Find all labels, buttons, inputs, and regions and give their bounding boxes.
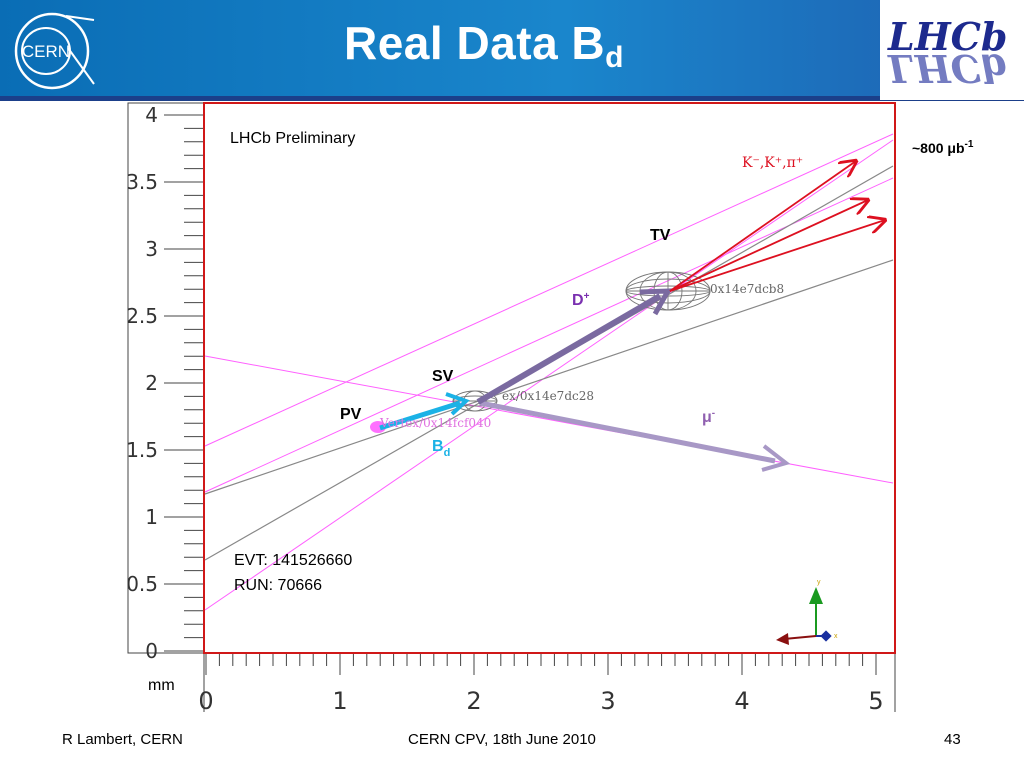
luminosity-sup: -1 bbox=[965, 139, 974, 150]
luminosity-label: ~800 μb-1 bbox=[912, 139, 974, 156]
run-label: RUN: 70666 bbox=[234, 577, 322, 594]
x-axis-labels: 0 1 2 3 4 5 bbox=[198, 687, 883, 715]
bd-arrow-head bbox=[445, 392, 470, 416]
dplus-text: D bbox=[572, 292, 584, 309]
magenta-tracks bbox=[204, 133, 894, 611]
mini-axis-y-label: y bbox=[817, 579, 821, 586]
magenta-track-3 bbox=[204, 355, 894, 484]
cern-logo: CERN bbox=[14, 12, 95, 90]
x-tick-label: 3 bbox=[600, 687, 615, 715]
luminosity-text: ~800 μb bbox=[912, 140, 965, 156]
header-underline bbox=[0, 96, 1024, 101]
grey-track-1 bbox=[204, 259, 894, 495]
mu-arrow bbox=[479, 400, 776, 464]
header-banner bbox=[0, 0, 1024, 100]
pv-label: PV bbox=[340, 406, 362, 423]
unit-label: mm bbox=[148, 677, 175, 694]
lhcb-logo-box bbox=[880, 0, 1024, 100]
tracks-label: K⁻,K⁺,π⁺ bbox=[742, 155, 803, 171]
cern-logo-text: CERN bbox=[22, 42, 70, 61]
x-tick-label: 1 bbox=[332, 687, 347, 715]
dplus-sup: + bbox=[584, 291, 590, 302]
y-tick-label: 0.5 bbox=[126, 572, 158, 596]
bd-label: Bd bbox=[432, 438, 450, 459]
preliminary-label: LHCb Preliminary bbox=[230, 130, 355, 147]
tv-label: TV bbox=[650, 227, 671, 244]
pv-vertex-blob bbox=[370, 421, 386, 433]
red-track-1 bbox=[669, 161, 856, 292]
mu-text: μ bbox=[702, 409, 712, 426]
sv-vertex-id: ex/0x14e7dc28 bbox=[502, 389, 594, 403]
sv-label: SV bbox=[432, 368, 454, 385]
plot-frame bbox=[203, 102, 896, 654]
y-tick-label: 0 bbox=[145, 639, 158, 663]
bd-arrow bbox=[379, 400, 461, 431]
x-tick-label: 4 bbox=[734, 687, 749, 715]
pv-vertex-id: Vertex/0x14fcf040 bbox=[379, 416, 491, 430]
bd-text: B bbox=[432, 438, 444, 455]
footer-author: R Lambert, CERN bbox=[62, 731, 183, 748]
slide-title: Real Data Bd bbox=[344, 16, 624, 75]
lhcb-logo: LHCb bbox=[888, 14, 1008, 59]
y-tick-label: 1 bbox=[145, 505, 158, 529]
mini-axis-x-label: x bbox=[834, 633, 838, 640]
dplus-arrow-head bbox=[639, 288, 673, 316]
y-axis-ticks bbox=[164, 114, 204, 652]
dplus-arrow bbox=[476, 293, 662, 405]
evt-label: EVT: 141526660 bbox=[234, 552, 352, 569]
bd-sub: d bbox=[444, 447, 451, 459]
mu-label: μ- bbox=[702, 408, 715, 426]
y-tick-label: 1.5 bbox=[126, 438, 158, 462]
magenta-track-4 bbox=[204, 177, 894, 493]
x-axis-ticks bbox=[205, 653, 877, 675]
orientation-axes: y x bbox=[776, 579, 838, 645]
x-tick-label: 0 bbox=[198, 687, 213, 715]
x-tick-label: 2 bbox=[466, 687, 481, 715]
title-text: Real Data B bbox=[344, 17, 606, 69]
footer-page-number: 43 bbox=[944, 731, 961, 748]
y-tick-label: 3.5 bbox=[126, 170, 158, 194]
footer-event: CERN CPV, 18th June 2010 bbox=[408, 731, 596, 748]
magenta-track-2 bbox=[204, 139, 894, 611]
y-tick-label: 3 bbox=[145, 237, 158, 261]
title-subscript: d bbox=[605, 41, 624, 74]
mu-sup: - bbox=[712, 408, 715, 419]
dplus-label: D+ bbox=[572, 291, 590, 309]
magenta-track-1 bbox=[204, 133, 894, 447]
y-axis-frame bbox=[127, 102, 205, 654]
y-tick-label: 2.5 bbox=[126, 304, 158, 328]
tv-vertex-id: 0x14e7dcb8 bbox=[710, 282, 784, 296]
red-track-3 bbox=[669, 220, 885, 292]
mu-arrow-head bbox=[761, 444, 791, 472]
x-tick-label: 5 bbox=[868, 687, 883, 715]
y-tick-label: 2 bbox=[145, 371, 158, 395]
y-tick-label: 4 bbox=[145, 103, 158, 127]
red-tracks bbox=[669, 161, 885, 292]
red-track-2 bbox=[669, 200, 868, 292]
y-axis-labels: 4 3.5 3 2.5 2 1.5 1 0.5 0 bbox=[126, 103, 158, 663]
